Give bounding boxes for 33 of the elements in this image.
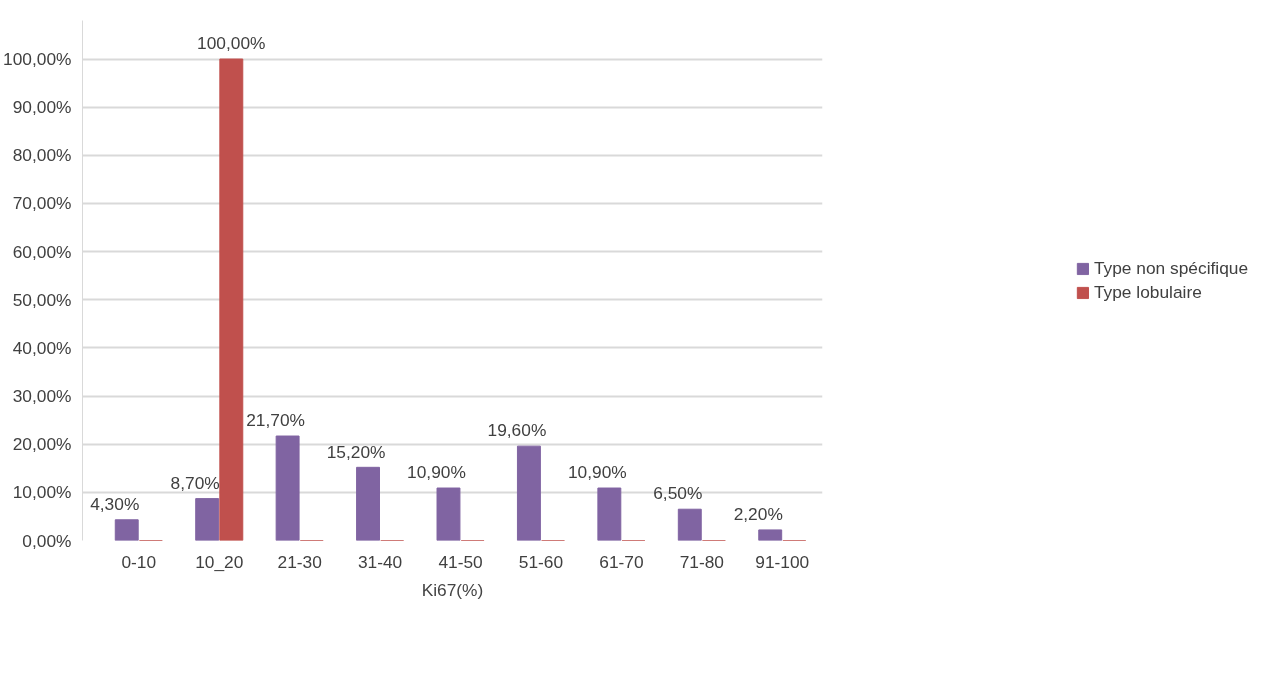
data-label: 8,70% — [170, 472, 220, 493]
x-tick-label: 91-100 — [755, 551, 810, 572]
data-label: 2,20% — [733, 504, 783, 525]
data-label: 6,50% — [653, 483, 703, 504]
y-tick-label: 50,00% — [12, 289, 72, 310]
y-tick-label: 90,00% — [12, 97, 72, 118]
y-tick-label: 100,00% — [3, 49, 72, 70]
x-tick-label: 10_20 — [195, 551, 244, 572]
data-label: 10,90% — [407, 462, 466, 483]
legend-label: Type lobulaire — [1093, 281, 1202, 303]
data-label: 100,00% — [197, 33, 266, 54]
y-tick-label: 30,00% — [12, 386, 72, 407]
data-label: 21,70% — [246, 410, 305, 431]
x-tick-label: 71-80 — [679, 551, 725, 572]
x-tick-label: 51-60 — [518, 551, 564, 572]
y-tick-label: 10,00% — [12, 482, 72, 503]
x-tick-label: 31-40 — [357, 551, 403, 572]
data-label: 4,30% — [90, 494, 140, 515]
x-tick-label: 61-70 — [599, 551, 644, 572]
x-tick-label: 0-10 — [121, 551, 157, 572]
data-label: 10,90% — [567, 462, 627, 483]
y-tick-label: 20,00% — [12, 434, 72, 455]
legend-label: Type non spécifique — [1093, 257, 1249, 279]
y-tick-label: 70,00% — [12, 193, 72, 214]
y-tick-label: 60,00% — [12, 241, 72, 262]
y-tick-label: 80,00% — [12, 145, 72, 166]
y-tick-label: 0,00% — [22, 530, 72, 551]
data-label: 15,20% — [326, 441, 386, 462]
x-tick-label: 21-30 — [277, 551, 322, 572]
x-axis-title: Ki67(%) — [421, 579, 484, 600]
data-label: 19,60% — [487, 420, 547, 441]
x-tick-label: 41-50 — [438, 551, 483, 572]
y-tick-label: 40,00% — [12, 337, 72, 358]
